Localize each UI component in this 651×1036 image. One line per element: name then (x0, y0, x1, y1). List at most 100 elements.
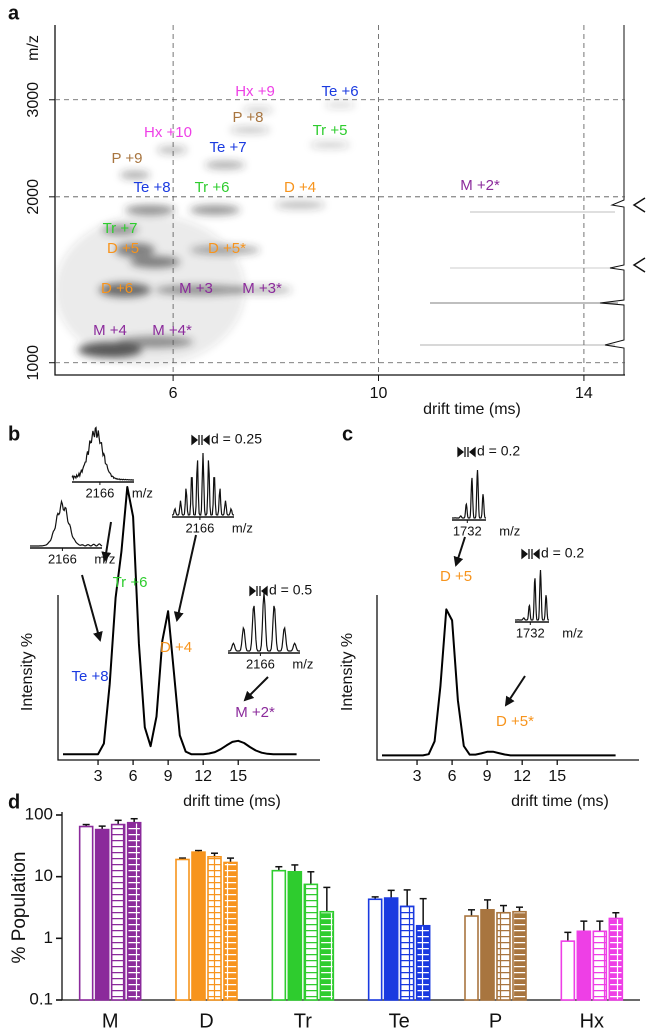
bar (287, 870, 303, 1001)
axis-line (54, 25, 625, 376)
arrow (453, 536, 466, 567)
bar (512, 910, 527, 1001)
peak-label: D +5* (496, 713, 534, 730)
inset-tick-label: 2166 (246, 656, 275, 671)
bar (383, 897, 399, 1001)
arrow (504, 675, 526, 707)
species-label: Hx +9 (235, 83, 275, 100)
x-tick-label: 14 (575, 385, 593, 402)
inset-axis-label: m/z (94, 551, 115, 566)
species-label: D +5 (107, 240, 139, 257)
axis-line (57, 595, 320, 761)
bar (608, 917, 624, 1001)
y-tick-label: 1 (44, 928, 53, 947)
inset-axis-label: m/z (562, 625, 583, 640)
bar (399, 905, 415, 1001)
inset: 1732 m/z d = 0.2 (452, 443, 520, 538)
heatmap-image (55, 102, 355, 365)
axis-line (61, 812, 640, 1001)
peak-label: Tr +6 (113, 574, 148, 591)
inset-spectrum (228, 592, 300, 652)
x-tick-label: Tr (294, 1010, 312, 1032)
y-axis-label: m/z (25, 35, 42, 61)
projected-spectrum (599, 25, 625, 375)
x-axis-label: drift time (ms) (423, 401, 521, 418)
inset-axis-label: m/z (499, 523, 520, 538)
species-label: Tr +7 (103, 220, 138, 237)
bar (480, 909, 495, 1001)
inset: 2166 m/z d = 0.25 (172, 431, 262, 535)
x-tick-label: 15 (548, 768, 566, 785)
peak-label: Te +8 (71, 668, 108, 685)
bar (367, 898, 383, 1001)
species-label: Tr +5 (313, 122, 348, 139)
species-label: M +3 (179, 280, 213, 297)
inset-spectrum (71, 426, 134, 482)
x-tick-label: D (199, 1010, 213, 1032)
inset: 2166 m/z (30, 499, 115, 566)
arrows (81, 521, 526, 707)
x-tick-label: 6 (448, 768, 457, 785)
arrow (81, 574, 103, 642)
inset-tick-label: 1732 (516, 625, 545, 640)
spacing-label: d = 0.5 (269, 582, 312, 598)
species-label: Tr +6 (195, 179, 230, 196)
arrow (243, 676, 269, 702)
y-tick-label: 3000 (25, 82, 42, 118)
inset-tick-label: 2166 (85, 485, 114, 500)
bar (175, 858, 190, 1001)
panel-label: c (342, 423, 353, 445)
species-label: P +8 (232, 109, 263, 126)
spacing-marker (521, 548, 540, 560)
inset-tick-label: 1732 (453, 523, 482, 538)
peak-label: M +2* (235, 704, 275, 721)
inset-spectrum (452, 469, 486, 519)
bar (592, 930, 608, 1001)
panel-label: d (8, 791, 20, 813)
y-tick-label: 100 (25, 804, 53, 823)
x-axis-label: drift time (ms) (511, 793, 609, 810)
inset-axis-label: m/z (132, 485, 153, 500)
bar (78, 825, 94, 1001)
bar (415, 924, 431, 1001)
y-tick-label: 0.1 (29, 989, 53, 1008)
x-tick-label: Te (389, 1010, 410, 1032)
x-tick-label: P (489, 1010, 502, 1032)
bar (207, 855, 222, 1001)
y-tick-label: 1000 (25, 345, 42, 381)
species-label: D +6 (101, 280, 133, 297)
x-tick-label: 6 (169, 385, 178, 402)
bar (576, 930, 592, 1001)
trace (382, 608, 616, 757)
species-label: Hx +10 (144, 124, 192, 141)
spacing-label: d = 0.25 (211, 431, 262, 447)
spacing-label: d = 0.2 (477, 443, 520, 459)
x-axis-label: drift time (ms) (183, 793, 281, 810)
peak-label: D +4 (160, 639, 192, 656)
species-label: Te +6 (321, 83, 358, 100)
bar (303, 883, 319, 1001)
trace (63, 486, 297, 756)
marker-arrowhead (632, 257, 646, 273)
spectrum-streaks (420, 211, 618, 346)
y-tick-label: 10 (34, 866, 53, 885)
species-label: D +4 (284, 179, 316, 196)
bar (191, 851, 206, 1001)
species-label: P +9 (111, 150, 142, 167)
inset-tick-label: 2166 (48, 551, 77, 566)
bar (223, 861, 238, 1001)
x-tick-label: 6 (129, 768, 138, 785)
panel-label: a (8, 2, 20, 24)
spacing-marker (457, 446, 476, 458)
inset-axis-label: m/z (292, 656, 313, 671)
inset-tick-label: 2166 (185, 520, 214, 535)
inset-axis-label: m/z (232, 520, 253, 535)
peak-label: D +5 (440, 568, 472, 585)
bar (464, 915, 479, 1001)
x-tick-label: 12 (513, 768, 531, 785)
panel-label: b (8, 423, 20, 445)
x-tick-label: Hx (580, 1010, 604, 1032)
spacing-marker (249, 585, 268, 597)
inset-spectrum (515, 569, 549, 621)
